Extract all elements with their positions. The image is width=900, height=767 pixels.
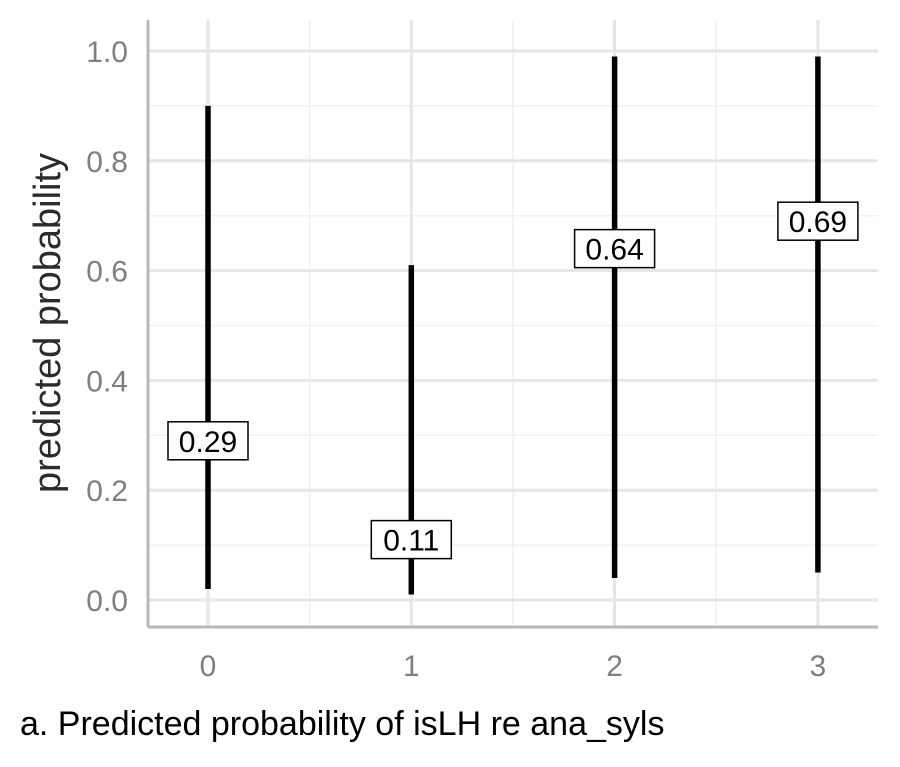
y-tick-labels: 0.0 0.2 0.4 0.6 0.8 1.0 xyxy=(86,36,128,618)
estimate-label: 0.69 xyxy=(777,201,859,241)
y-tick-label: 0.2 xyxy=(86,475,128,508)
axes xyxy=(146,20,878,629)
y-tick-label: 1.0 xyxy=(86,36,128,69)
estimate-label: 0.64 xyxy=(573,228,656,269)
estimate-label: 0.29 xyxy=(167,421,249,461)
y-tick-label: 0.4 xyxy=(86,365,128,398)
estimate-labels: 0.29 0.11 0.64 0.69 xyxy=(167,201,859,560)
estimate-label-box xyxy=(167,421,249,461)
x-tick-label: 1 xyxy=(403,650,420,683)
estimate-label-box xyxy=(370,519,453,560)
x-tick-label: 0 xyxy=(200,650,217,683)
y-tick-label: 0.0 xyxy=(86,585,128,618)
x-tick-label: 3 xyxy=(810,650,827,683)
y-axis-title: predicted probability xyxy=(27,153,69,493)
y-tick-label: 0.8 xyxy=(86,146,128,179)
grid-lines xyxy=(148,20,878,627)
y-tick-label: 0.6 xyxy=(86,256,128,289)
estimate-label-text: 0.11 xyxy=(383,525,439,558)
estimate-label-text: 0.69 xyxy=(789,206,847,239)
estimate-label: 0.11 xyxy=(370,519,453,560)
figure-caption: a. Predicted probability of isLH re ana_… xyxy=(20,705,664,743)
estimate-label-text: 0.64 xyxy=(585,234,643,267)
x-tick-labels: 0 1 2 3 xyxy=(200,650,827,683)
estimate-label-box xyxy=(777,201,859,241)
x-tick-label: 2 xyxy=(606,650,623,683)
estimate-label-text: 0.29 xyxy=(179,426,237,459)
estimate-label-box xyxy=(573,228,656,269)
